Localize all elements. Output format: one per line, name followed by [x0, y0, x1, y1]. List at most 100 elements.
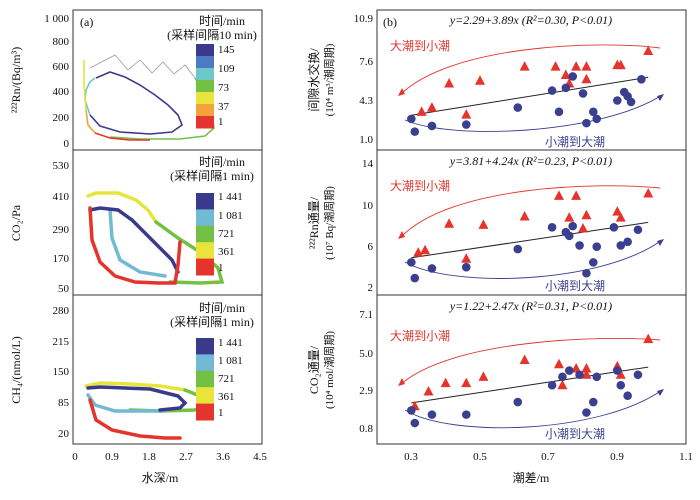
- triangle-point: [571, 190, 582, 200]
- circle-point: [564, 231, 574, 241]
- colorbar-segment: [196, 242, 214, 260]
- ylabel-line1: 间隙水交换/: [306, 48, 321, 112]
- panel-b-1-annotations: [398, 44, 664, 132]
- colorbar: [196, 44, 214, 129]
- triangle-point: [571, 61, 582, 71]
- y-tick: 5.0: [359, 348, 373, 360]
- y-tick: 50: [58, 283, 70, 295]
- panel-a: (a) 1 000 800 600 400 200 0 530 410 290 …: [9, 9, 267, 485]
- x-tick: 1.1: [679, 451, 693, 463]
- ylabel-line2: (10⁴ mol/潮周期): [322, 331, 336, 409]
- circle-point: [623, 237, 632, 247]
- panel-b-3-annotations: [398, 338, 664, 429]
- y-tick: 7.1: [359, 309, 373, 321]
- panel-a-tag: (a): [80, 15, 93, 29]
- legend-label: 1 441: [218, 191, 243, 203]
- circle-point: [561, 83, 571, 93]
- x-tick: 0.5: [473, 451, 487, 463]
- x-tick: 0.7: [541, 451, 555, 463]
- label-neap-to-spring: 小潮到大潮: [545, 134, 605, 149]
- triangle-point: [423, 386, 434, 396]
- x-tick: 0.3: [404, 451, 418, 463]
- triangle-point: [478, 371, 489, 381]
- regression-line: [411, 366, 649, 404]
- circle-point: [407, 258, 416, 267]
- colorbar-segment: [196, 193, 214, 210]
- triangle-point: [643, 333, 654, 344]
- rn-curve-yellow: [83, 60, 87, 111]
- circle-point: [582, 408, 591, 417]
- circle-point: [592, 242, 602, 251]
- co2-curve-red: [88, 206, 182, 285]
- panel-b-tag: (b): [383, 15, 397, 29]
- circle-point: [589, 107, 598, 117]
- colorbar-segment: [196, 44, 214, 57]
- arc-neap-to-spring: [404, 389, 663, 429]
- y-tick: 2.9: [359, 385, 373, 397]
- circle-point: [427, 264, 437, 273]
- legend-label: 1 081: [218, 210, 243, 222]
- circle-point: [568, 221, 577, 231]
- ylabel-line2: (10⁷ Bq/潮周期): [322, 186, 336, 260]
- circle-point: [633, 370, 643, 380]
- colorbar: [196, 338, 214, 421]
- colorbar-segment: [196, 92, 214, 105]
- panel-a-subplot-3-frame: [72, 294, 263, 445]
- colorbar-segment: [196, 370, 214, 388]
- colorbar-segment: [196, 387, 214, 405]
- y-tick: 4.3: [359, 95, 373, 107]
- rn-curve-cyan: [84, 77, 96, 116]
- y-tick: 1.0: [359, 134, 373, 146]
- panel-a-3-ylabel: CH₄/(nmol/L): [9, 336, 23, 404]
- panel-b-subplot-3-frame: [376, 294, 687, 445]
- y-tick: 215: [53, 336, 70, 348]
- legend-label: 361: [218, 391, 235, 403]
- panel-b-3-yticks: 7.1 5.0 2.9 0.8: [359, 309, 373, 435]
- y-tick: 0: [64, 138, 70, 150]
- legend-label: 37: [218, 101, 230, 113]
- triangle-point: [557, 379, 568, 390]
- arc-neap-to-spring: [404, 94, 663, 132]
- circle-point: [613, 366, 622, 375]
- y-tick: 6: [368, 241, 374, 253]
- circle-point: [547, 223, 557, 232]
- circle-point: [578, 89, 588, 98]
- circle-point: [407, 406, 416, 415]
- label-spring-to-neap: 大潮到小潮: [390, 328, 450, 343]
- panel-a-2-curves: [86, 191, 225, 285]
- colorbar-segment: [196, 354, 214, 372]
- label-neap-to-spring: 小潮到大潮: [545, 426, 605, 441]
- triangle-point: [615, 212, 626, 222]
- y-tick: 10: [362, 200, 374, 212]
- arc-spring-to-neap: [399, 44, 661, 96]
- legend-title-line1: 时间/min: [199, 155, 245, 169]
- y-tick: 10.9: [354, 13, 374, 25]
- legend-title-line2: (采样间隔1 min): [170, 314, 254, 329]
- legend-label: 361: [218, 246, 235, 258]
- circle-point: [623, 391, 632, 401]
- colorbar-segment: [196, 209, 214, 227]
- x-tick: 2.7: [179, 451, 193, 463]
- circle-point: [589, 397, 598, 407]
- circle-point: [568, 72, 577, 81]
- circle-point: [633, 225, 643, 235]
- y-tick: 14: [362, 158, 374, 170]
- triangle-point: [440, 377, 451, 388]
- panel-b-3-ylabel: CO₂通量/ (10⁴ mol/潮周期): [307, 331, 336, 409]
- triangle-point: [553, 358, 564, 369]
- colorbar-segment: [196, 116, 214, 129]
- panel-b: (b) y=2.29+3.89x (R²=0.30, P<0.01) y=3.8…: [306, 9, 693, 485]
- panel-a-1-legend: 时间/min (采样间隔10 min) 145 109 73 37 1: [167, 14, 257, 129]
- co2-curve-blue: [88, 206, 180, 274]
- circle-point: [461, 410, 471, 419]
- x-tick: 0.9: [105, 451, 119, 463]
- y-tick: 2: [368, 282, 374, 294]
- legend-label: 1: [218, 262, 224, 274]
- circle-point: [589, 258, 598, 267]
- ch4-curve-blue: [86, 385, 188, 412]
- legend-label: 109: [218, 63, 235, 75]
- legend-label: 1: [218, 407, 224, 419]
- panel-b-2-equation: y=3.81+4.24x (R²=0.23, P<0.01): [449, 154, 612, 168]
- panel-a-xlabel: 水深/m: [142, 471, 179, 485]
- y-tick: 7.6: [359, 56, 373, 68]
